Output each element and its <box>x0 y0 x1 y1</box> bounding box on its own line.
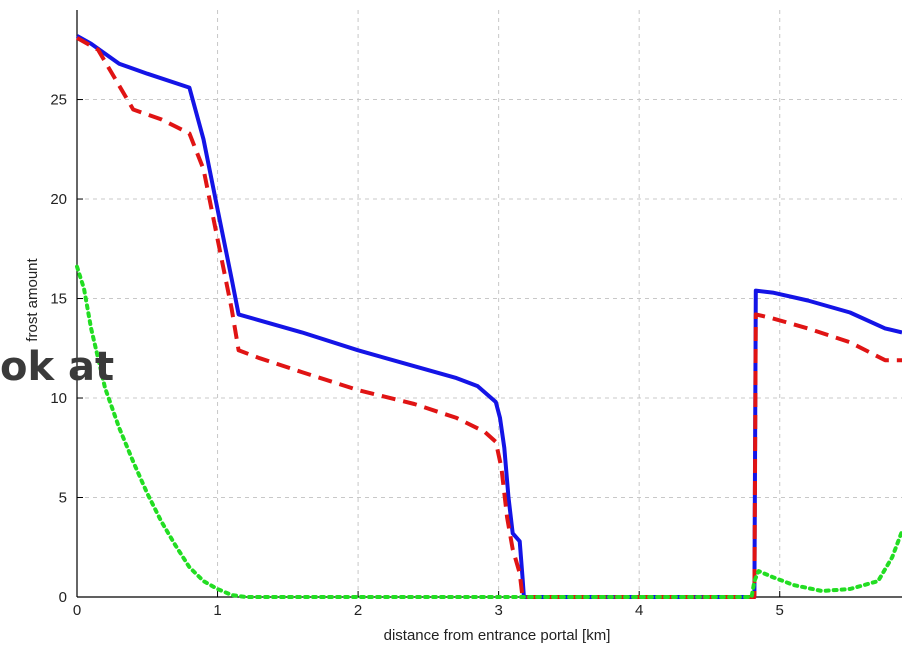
x-axis-label: distance from entrance portal [km] <box>384 627 611 644</box>
series-layer <box>75 34 902 599</box>
series-line-dotted <box>75 264 902 599</box>
overlay-caption-text: ok at <box>0 344 114 390</box>
y-tick-label-2: 10 <box>50 390 67 407</box>
grid-lines <box>77 10 902 597</box>
x-tick-label-0: 0 <box>73 602 81 619</box>
x-tick-label-5: 5 <box>776 602 784 619</box>
x-tick-label-4: 4 <box>635 602 643 619</box>
plot-frame <box>76 10 902 598</box>
series-line-solid <box>76 34 902 599</box>
y-tick-label-5: 25 <box>50 92 67 109</box>
x-tick-label-1: 1 <box>213 602 221 619</box>
y-tick-label-0: 0 <box>59 589 67 606</box>
y-axis-label: frost amount <box>24 257 41 341</box>
y-tick-label-3: 15 <box>50 291 67 308</box>
x-tick-label-3: 3 <box>494 602 502 619</box>
series-line-dashed <box>76 36 902 599</box>
x-tick-label-2: 2 <box>354 602 362 619</box>
y-tick-label-1: 5 <box>59 490 67 507</box>
y-tick-label-4: 20 <box>50 191 67 208</box>
tick-labels: 0 1 2 3 4 5 0 5 10 15 20 25 <box>50 92 784 619</box>
